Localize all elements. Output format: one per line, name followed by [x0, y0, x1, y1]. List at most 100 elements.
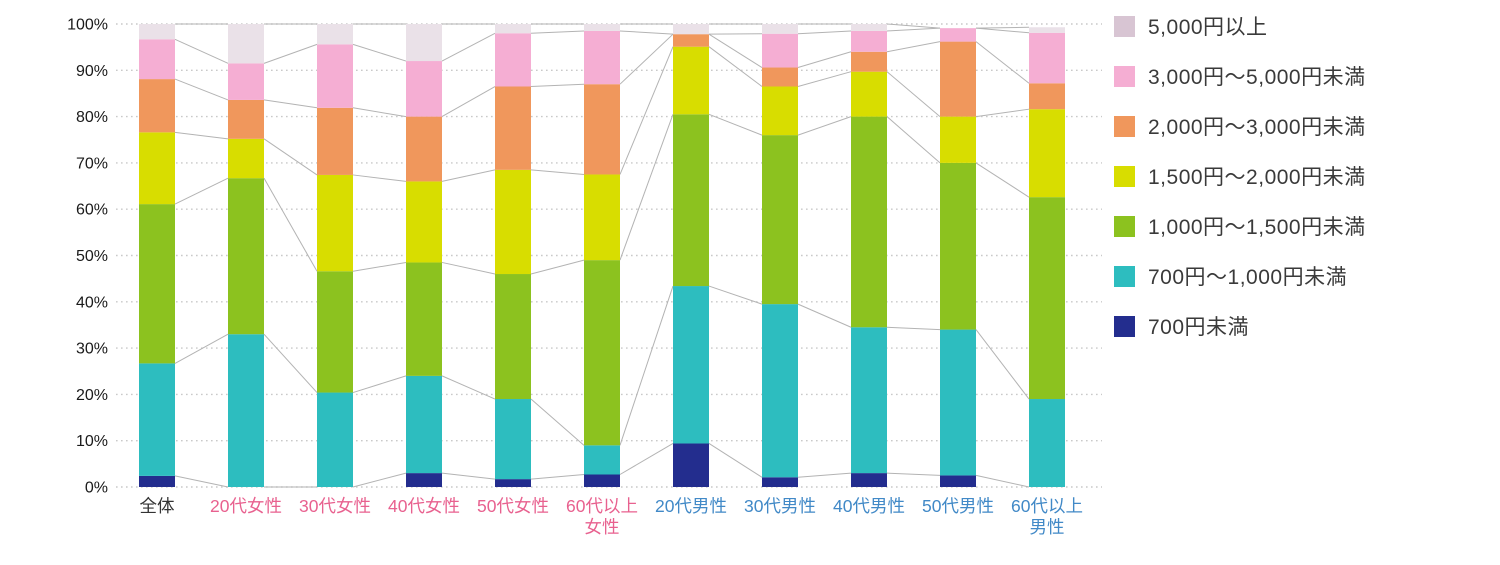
connector-line [886, 27, 941, 32]
connector-line [530, 398, 585, 446]
connector-line [530, 169, 585, 175]
legend-swatch-2000-3000-icon [1114, 115, 1135, 137]
bar-segment [406, 473, 442, 487]
bar-segment [851, 473, 887, 487]
connector-line [619, 30, 674, 35]
bar-segment [584, 474, 620, 487]
connector-line [352, 107, 407, 118]
bar-segment [762, 67, 798, 87]
bar-segment [1029, 197, 1065, 400]
bar-segment [139, 363, 175, 476]
bar-segment [495, 33, 531, 87]
y-tick-label: 0% [85, 480, 108, 497]
bar-segment [851, 24, 887, 31]
series-connector-lines [174, 23, 1030, 488]
y-tick-label: 10% [76, 433, 108, 450]
bar-segment [673, 34, 709, 47]
bar-segment [228, 63, 264, 100]
legend-label: 700円〜1,000円未満 [1148, 266, 1348, 289]
connector-line [174, 475, 229, 488]
connector-line [263, 43, 318, 64]
x-category-label: 全体 [140, 496, 175, 516]
connector-line [975, 26, 1030, 29]
legend-swatch-1000-1500-icon [1114, 215, 1135, 237]
connector-line [174, 38, 229, 64]
connector-line [708, 443, 763, 478]
connector-line [530, 30, 585, 34]
bar-segment [406, 24, 442, 62]
bar-segment [851, 71, 887, 117]
bar-segment [1029, 83, 1065, 110]
connector-line [797, 303, 852, 328]
bar-segment [317, 271, 353, 393]
connector-line [352, 174, 407, 182]
bar-segment [495, 399, 531, 480]
bar-segment [406, 116, 442, 182]
bar-segment [1029, 399, 1065, 487]
x-category-label: 男性 [1030, 517, 1065, 537]
connector-line [886, 41, 941, 53]
connector-line [886, 23, 941, 29]
bar-segment [673, 443, 709, 487]
bar-segment [673, 24, 709, 35]
x-category-label: 50代男性 [922, 496, 994, 516]
legend-item: 700円未満 [1114, 312, 1494, 340]
bar-segment [495, 274, 531, 400]
connector-line [975, 27, 1030, 34]
bar-segment [851, 30, 887, 52]
bar-segment [762, 33, 798, 68]
bar-segment [228, 334, 264, 487]
bar-segment [762, 24, 798, 34]
connector-line [797, 71, 852, 87]
legend-label: 2,000円〜3,000円未満 [1148, 116, 1366, 139]
legend-item: 2,000円〜3,000円未満 [1114, 112, 1494, 140]
y-tick-label: 40% [76, 294, 108, 311]
connector-line [263, 138, 318, 176]
y-axis-tick-labels: 0% 10% 20% 30% 40% 50% 60% 70% 80% 90% 100% [67, 17, 108, 497]
bar-segment [1029, 27, 1065, 33]
bar-segment [139, 79, 175, 133]
y-tick-label: 90% [76, 63, 108, 80]
connector-line [886, 116, 941, 164]
connector-line [619, 33, 674, 85]
y-tick-label: 30% [76, 341, 108, 358]
connector-line [352, 472, 407, 488]
legend-item: 1,000円〜1,500円未満 [1114, 212, 1494, 240]
connector-line [975, 108, 1030, 118]
connector-line [619, 46, 674, 175]
legend-item: 700円〜1,000円未満 [1114, 262, 1494, 290]
bar-segment [673, 286, 709, 444]
legend-label: 700円未満 [1148, 316, 1250, 339]
bar-segment [406, 262, 442, 376]
connector-line [975, 41, 1030, 84]
bar-segment [762, 135, 798, 305]
x-category-label: 40代男性 [833, 496, 905, 516]
bar-segment [495, 86, 531, 170]
bar-segment [406, 61, 442, 117]
connector-line [708, 33, 763, 68]
bar-segment [317, 24, 353, 45]
connector-line [975, 474, 1030, 488]
bar-segment [584, 30, 620, 85]
bar-segment [139, 204, 175, 364]
connector-line [174, 131, 229, 140]
x-category-label: 20代女性 [210, 496, 282, 516]
x-category-label: 30代男性 [744, 496, 816, 516]
connector-line [352, 261, 407, 272]
connector-line [530, 474, 585, 480]
connector-line [174, 177, 229, 205]
legend-swatch-1500-2000-icon [1114, 165, 1135, 187]
x-category-label: 40代女性 [388, 496, 460, 516]
bar-segment [762, 86, 798, 136]
bar-segment [139, 475, 175, 487]
connector-line [174, 333, 229, 364]
bar-segment [940, 329, 976, 476]
connector-line [441, 472, 496, 480]
y-tick-label: 20% [76, 387, 108, 404]
legend: 5,000円以上 3,000円〜5,000円未満 2,000円〜3,000円未満… [1114, 12, 1494, 362]
bar-segment [139, 132, 175, 205]
bars [139, 24, 1065, 487]
connector-line [619, 114, 674, 261]
connector-line [619, 443, 674, 475]
y-tick-label: 70% [76, 155, 108, 172]
